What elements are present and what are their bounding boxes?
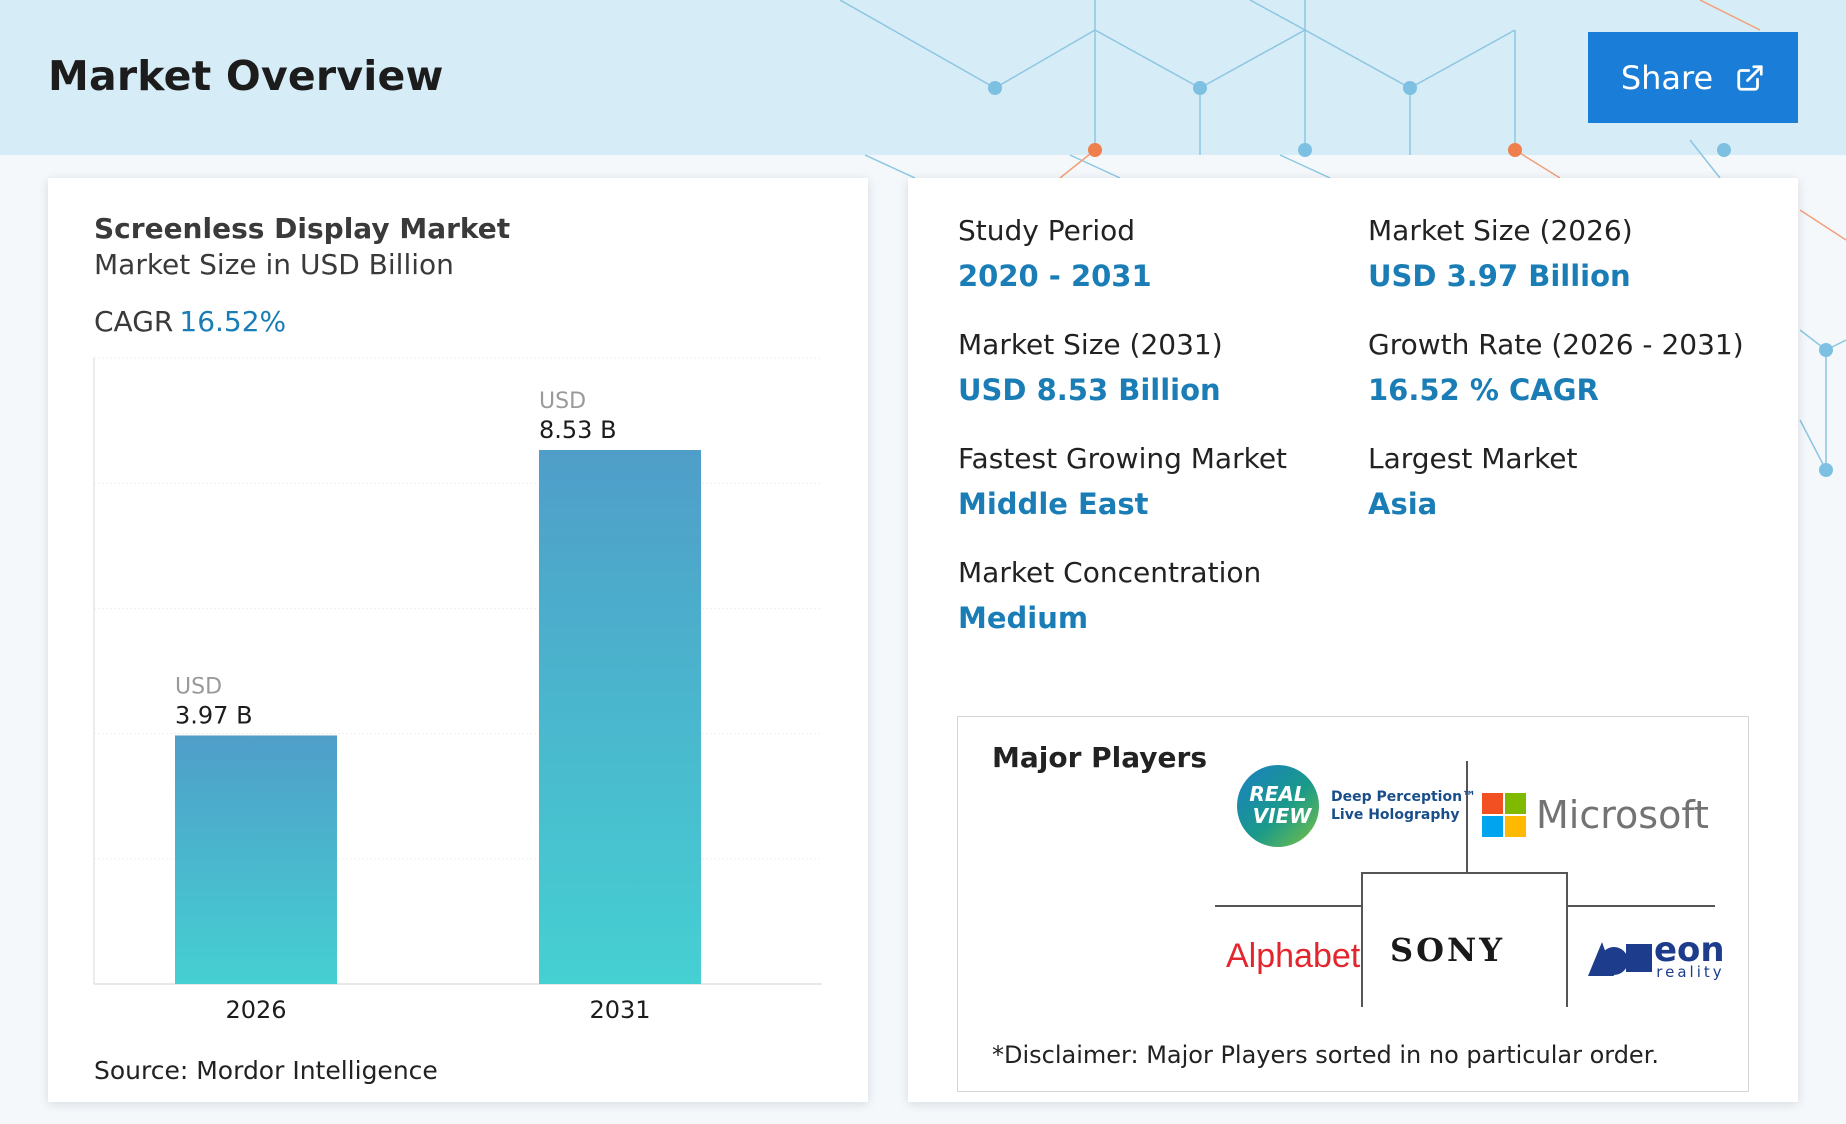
- eon-shapes-icon: [1588, 942, 1652, 976]
- chart-bar-value-label: 8.53 B: [539, 416, 617, 444]
- alphabet-logo: Alphabet: [1226, 937, 1361, 975]
- microsoft-logo: Microsoft: [1482, 793, 1709, 837]
- realview-tagline: Deep Perception™ Live Holography: [1331, 788, 1476, 824]
- chart-x-tick-label: 2031: [589, 996, 650, 1024]
- major-players-box: Major Players REAL VIEW: [957, 716, 1749, 1092]
- logo-divider: [1361, 872, 1568, 874]
- stat-label: Market Size (2031): [958, 328, 1223, 361]
- stat-value: Middle East: [958, 487, 1149, 521]
- cagr-label: CAGR: [94, 305, 174, 338]
- stat-value: Asia: [1368, 487, 1438, 521]
- chart-bar-2031: [539, 450, 701, 985]
- chart-title: Screenless Display Market: [94, 212, 511, 245]
- chart-bar-value-label: 3.97 B: [175, 701, 253, 729]
- stat-largest-market: Largest Market Asia: [1368, 442, 1578, 521]
- realview-logo: REAL VIEW Deep Perception™ Live Holograp…: [1235, 763, 1476, 849]
- share-button[interactable]: Share: [1588, 32, 1798, 123]
- realview-badge-icon: REAL VIEW: [1237, 765, 1319, 847]
- realview-badge-line1: REAL: [1249, 782, 1306, 806]
- logo-divider: [1466, 761, 1468, 873]
- stat-value: USD 8.53 Billion: [958, 373, 1221, 407]
- major-players-title: Major Players: [992, 741, 1208, 774]
- players-disclaimer: *Disclaimer: Major Players sorted in no …: [992, 1041, 1659, 1069]
- chart-bar-2026: [175, 735, 337, 984]
- eon-reality-logo: eon reality: [1584, 930, 1725, 981]
- market-size-chart-card: Screenless Display Market Market Size in…: [48, 178, 868, 1102]
- market-stats-card: Study Period 2020 - 2031 Market Size (20…: [908, 178, 1798, 1102]
- chart-bar-prefix-label: USD: [539, 389, 586, 414]
- eon-sub: reality: [1656, 963, 1725, 981]
- stat-label: Market Concentration: [958, 556, 1262, 589]
- logo-divider: [1215, 905, 1362, 907]
- stat-label: Fastest Growing Market: [958, 442, 1288, 475]
- stat-label: Largest Market: [1368, 442, 1578, 475]
- external-link-icon: [1737, 64, 1763, 91]
- page-title: Market Overview: [48, 52, 444, 100]
- microsoft-squares-icon: [1482, 793, 1526, 837]
- stat-market-concentration: Market Concentration Medium: [958, 556, 1261, 635]
- stat-market-size-2031: Market Size (2031) USD 8.53 Billion: [958, 328, 1223, 407]
- stat-study-period: Study Period 2020 - 2031: [958, 214, 1152, 293]
- stat-growth-rate: Growth Rate (2026 - 2031) 16.52 % CAGR: [1368, 328, 1744, 407]
- share-button-label: Share: [1620, 58, 1714, 97]
- sony-logo: SONY: [1390, 931, 1506, 969]
- chart-x-tick-label: 2026: [225, 996, 286, 1024]
- chart-bar-prefix-label: USD: [175, 674, 222, 699]
- chart-subtitle: Market Size in USD Billion: [94, 248, 454, 281]
- logo-divider: [1567, 905, 1715, 907]
- stat-value: USD 3.97 Billion: [1368, 259, 1631, 293]
- stat-label: Study Period: [958, 214, 1136, 247]
- stat-value: 2020 - 2031: [958, 259, 1152, 293]
- realview-badge-line2: VIEW: [1253, 804, 1313, 828]
- eon-wordmark: eon reality: [1654, 930, 1725, 981]
- stat-market-size-2026: Market Size (2026) USD 3.97 Billion: [1368, 214, 1633, 293]
- stat-label: Growth Rate (2026 - 2031): [1368, 328, 1744, 361]
- stat-fastest-growing-market: Fastest Growing Market Middle East: [958, 442, 1287, 521]
- eon-name: eon: [1654, 930, 1725, 970]
- stat-value: 16.52 % CAGR: [1368, 373, 1599, 407]
- stat-value: Medium: [958, 601, 1089, 635]
- cagr-value: 16.52%: [179, 305, 287, 338]
- logo-divider: [1361, 872, 1363, 1007]
- logo-divider: [1566, 872, 1568, 1007]
- chart-source: Source: Mordor Intelligence: [94, 1056, 438, 1085]
- realview-tagline-line1: Deep Perception™: [1331, 789, 1477, 805]
- realview-tagline-line2: Live Holography: [1331, 807, 1460, 823]
- microsoft-wordmark: Microsoft: [1536, 793, 1709, 837]
- stat-label: Market Size (2026): [1368, 214, 1633, 247]
- cagr-row: CAGR 16.52%: [94, 305, 286, 338]
